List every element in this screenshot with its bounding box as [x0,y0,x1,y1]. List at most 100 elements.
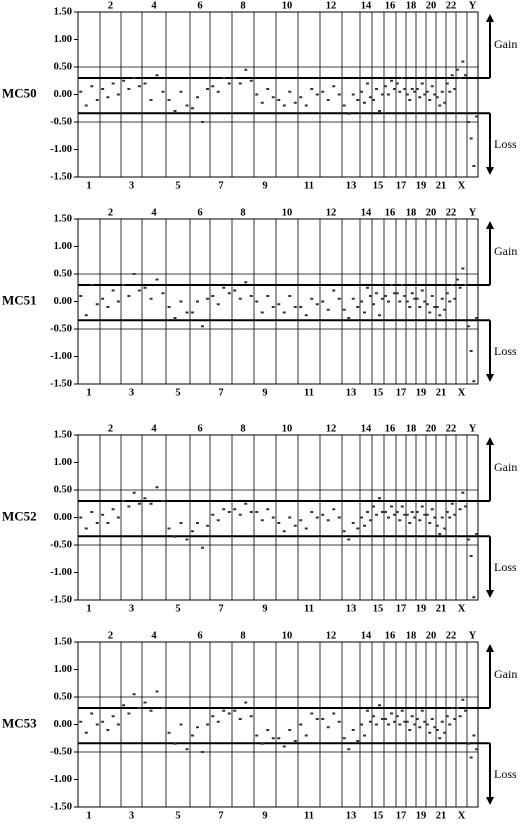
data-point [238,718,242,720]
data-point [461,491,465,494]
data-point [191,530,194,533]
data-point [79,295,83,297]
data-point [211,715,215,718]
chromosome-label: 4 [151,207,157,218]
chromosome-label: 20 [426,0,437,11]
data-point [260,101,264,104]
data-point [161,90,165,93]
chromosome-label: 13 [346,387,357,398]
chromosome-label: 16 [385,207,396,218]
chromosome-label: 14 [361,423,372,434]
data-point [458,77,462,79]
data-point [201,546,204,549]
y-tick-label: 1.00 [54,664,72,675]
data-point [466,121,470,123]
data-point [111,82,115,85]
chromosome-label: 22 [446,207,457,218]
data-point [440,90,444,93]
data-point [122,79,126,82]
data-point [299,723,303,726]
data-point [372,505,375,508]
chromosome-label: 2 [108,207,113,218]
data-point [408,99,412,101]
data-point [337,297,341,300]
data-point [106,729,110,731]
sample-label: MC50 [2,85,37,100]
chromosome-label: 19 [416,603,427,614]
data-point [464,284,468,286]
data-point [455,278,459,281]
data-point [405,300,409,303]
plot-frame [77,641,479,808]
data-point [453,88,457,90]
data-point [211,295,215,297]
data-point [337,516,341,519]
data-point [378,497,381,500]
data-point [206,524,209,527]
data-point [418,726,422,729]
chromosome-label: 20 [426,207,437,218]
data-point [415,88,419,90]
data-point [233,709,237,712]
data-point [167,306,171,308]
data-point [101,297,105,300]
data-point [101,88,105,90]
chromosome-label: Y [469,0,477,11]
data-point [356,99,360,101]
chromosome-label: 9 [262,180,267,191]
data-point [351,522,355,524]
data-point [227,712,231,715]
y-tick-label: 0.00 [54,512,72,523]
data-point [84,314,88,317]
data-point [423,93,427,96]
data-point [408,729,412,731]
gain-label: Gain [494,667,517,681]
gain-label: Gain [494,37,517,51]
data-point [410,88,414,90]
data-point [342,308,346,311]
plot-frame [77,11,479,178]
data-point [191,107,194,110]
data-point [282,104,286,107]
data-point [216,720,220,723]
data-point [430,508,434,511]
chromosome-label: 7 [218,810,223,821]
data-point [369,519,372,522]
chromosome-label: 9 [262,603,267,614]
data-point [390,505,393,508]
data-point [260,519,264,522]
data-point [384,511,387,513]
data-point [288,729,292,731]
data-point [90,284,94,286]
data-point [116,93,120,96]
chromosome-label: 15 [373,603,384,614]
data-point [167,99,171,101]
data-point [455,68,459,71]
data-point [448,516,452,519]
data-point [293,306,297,308]
chromosome-label: 16 [385,0,396,11]
data-point [304,104,308,107]
data-point [410,292,414,295]
data-point [448,300,452,303]
data-point [90,511,94,513]
data-point [435,729,439,731]
data-point [196,300,199,303]
chromosome-label: 22 [446,423,457,434]
chromosome-label: 22 [446,630,457,641]
data-point [282,745,286,748]
data-point [458,508,462,511]
data-point [127,88,131,90]
data-point [408,522,412,524]
chromosome-label: Y [469,423,477,434]
chromosome-label: 10 [282,207,293,218]
data-point [310,88,314,90]
chromosome-label: X [458,810,466,821]
data-point [360,300,363,303]
data-point [185,311,189,314]
data-point [466,538,470,541]
y-tick-label: 0.50 [54,484,72,495]
chromosome-label: 18 [406,630,417,641]
data-point [111,508,115,511]
